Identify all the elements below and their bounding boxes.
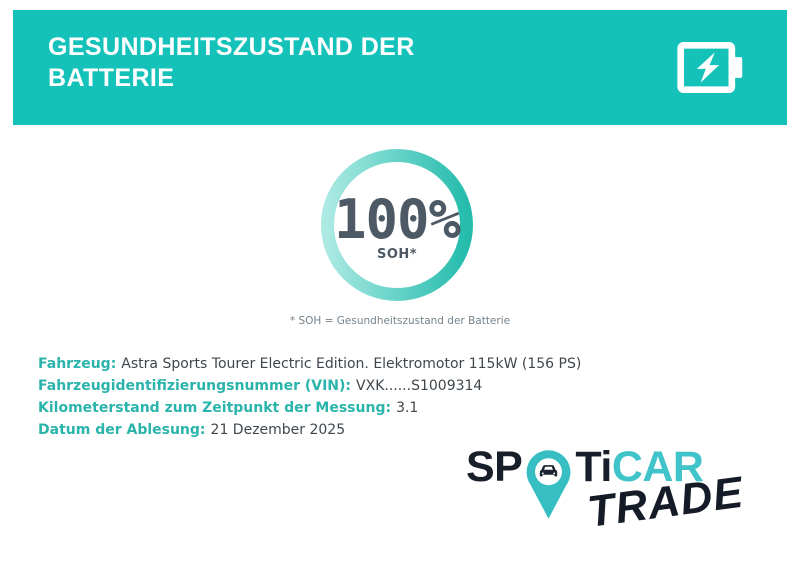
- soh-footnote: * SOH = Gesundheitszustand der Batterie: [289, 315, 511, 327]
- lightning-bolt-icon: [696, 52, 720, 83]
- page-title: GESUNDHEITSZUSTAND DER BATTERIE: [48, 32, 415, 94]
- location-pin-icon: [526, 450, 571, 519]
- detail-row-odometer: Kilometerstand zum Zeitpunkt der Messung…: [38, 397, 581, 419]
- battery-charging-icon: [677, 41, 743, 94]
- car-icon: [540, 465, 558, 477]
- spoticar-trade-logo: SP Ti CAR TRADE: [466, 446, 766, 561]
- page-title-line2: BATTERIE: [48, 64, 175, 92]
- vehicle-details: Fahrzeug: Astra Sports Tourer Electric Ed…: [38, 353, 581, 441]
- spoticar-wordmark: SP Ti CAR: [466, 446, 766, 520]
- detail-value: 21 Dezember 2025: [210, 422, 346, 438]
- detail-label: Fahrzeug:: [38, 356, 117, 372]
- soh-gauge-value: 100%: [333, 188, 461, 251]
- header-band: GESUNDHEITSZUSTAND DER BATTERIE: [13, 10, 787, 125]
- detail-row-vin: Fahrzeugidentifizierungsnummer (VIN): VXK…: [38, 375, 581, 397]
- detail-value: Astra Sports Tourer Electric Edition. El…: [121, 356, 582, 372]
- detail-label: Fahrzeugidentifizierungsnummer (VIN):: [38, 378, 352, 394]
- logo-text-ti: Ti: [575, 443, 612, 491]
- detail-label: Kilometerstand zum Zeitpunkt der Messung…: [38, 400, 392, 416]
- soh-gauge-ring: [321, 149, 473, 301]
- detail-row-vehicle: Fahrzeug: Astra Sports Tourer Electric Ed…: [38, 353, 581, 375]
- detail-value: 3.1: [396, 400, 419, 416]
- page-title-line1: GESUNDHEITSZUSTAND DER: [48, 33, 415, 61]
- detail-row-reading-date: Datum der Ablesung: 21 Dezember 2025: [38, 419, 581, 441]
- logo-text-sp: SP: [466, 443, 523, 491]
- soh-gauge-label: SOH*: [376, 247, 418, 262]
- logo-text-car: CAR: [611, 443, 704, 491]
- detail-value: VXK......S1009314: [356, 378, 483, 394]
- detail-label: Datum der Ablesung:: [38, 422, 206, 438]
